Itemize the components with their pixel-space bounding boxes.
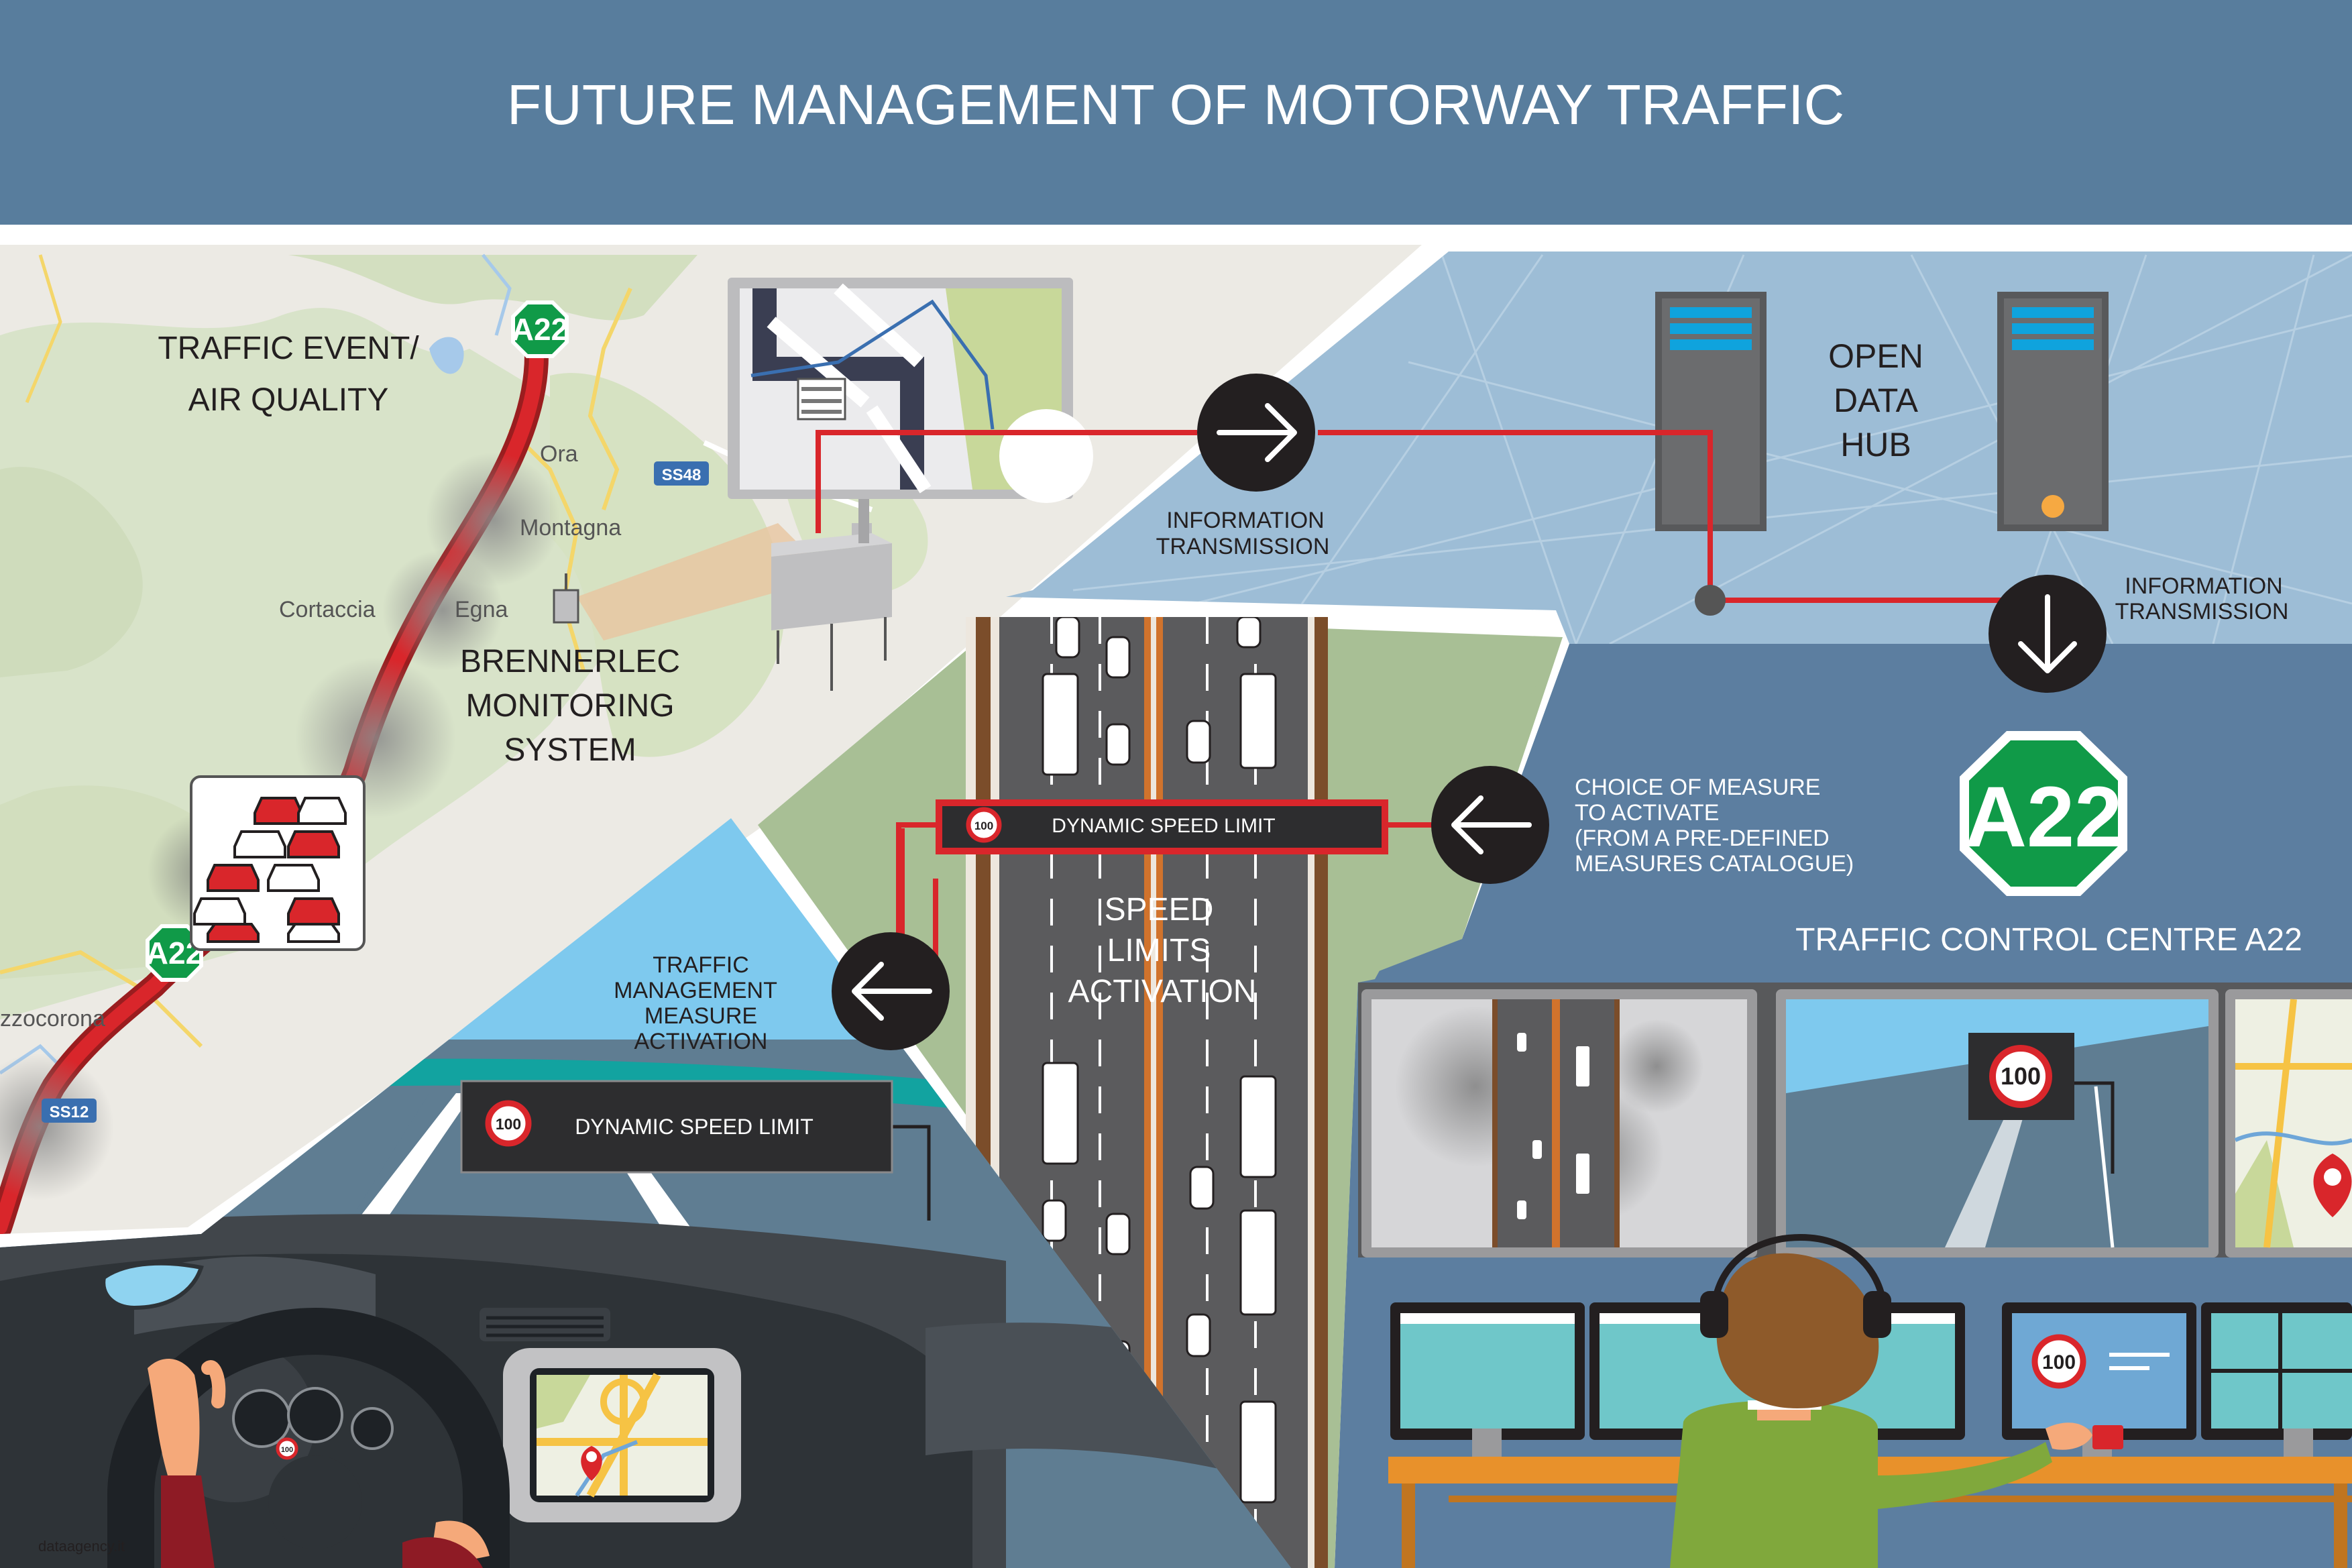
monitoring-station (553, 423, 892, 691)
info-transmission-1-line1: INFORMATION (1166, 508, 1324, 533)
traffic-measure-line3: MEASURE (645, 1003, 757, 1029)
motorway-badge-a22-map: A22 (146, 924, 203, 982)
choice-measure-line2: TO ACTIVATE (1575, 800, 1719, 826)
road-badge-ss12: SS12 (42, 1099, 97, 1123)
speed-limit-icon: 100 (966, 807, 1002, 843)
place-label: Egna (455, 597, 508, 622)
mini-map-screen (728, 278, 1093, 503)
info-transmission-2-line2: TRANSMISSION (2115, 599, 2289, 624)
traffic-jam-card (190, 775, 366, 951)
svg-text:SS12: SS12 (50, 1103, 89, 1121)
place-label: Cortaccia (279, 597, 376, 622)
info-transmission-1-line2: TRANSMISSION (1156, 534, 1330, 559)
credit: dataagency.it (38, 1538, 125, 1555)
place-label: Ora (540, 441, 578, 467)
traffic-measure-line1: TRAFFIC (653, 952, 749, 978)
hub-junction (1695, 585, 1726, 616)
map-pin-icon (2313, 1154, 2352, 1217)
arrow-left-icon (832, 932, 950, 1050)
svg-text:100: 100 (281, 1446, 293, 1454)
operator-desk: 100 (1388, 1233, 2352, 1568)
place-label: Montagna (520, 515, 621, 541)
map-title-line1: TRAFFIC EVENT/ (158, 331, 419, 366)
wall-screens: 100 (1358, 983, 2352, 1257)
speed-activation-line3: ACTIVATION (1068, 974, 1257, 1009)
hub-line3: HUB (1840, 426, 1911, 463)
hub-line2: DATA (1834, 382, 1919, 419)
svg-text:SS48: SS48 (662, 466, 702, 484)
speed-activation-line1: SPEED (1105, 892, 1214, 928)
svg-text:DYNAMIC SPEED LIMIT: DYNAMIC SPEED LIMIT (1052, 815, 1275, 837)
svg-text:100: 100 (2042, 1351, 2076, 1374)
svg-text:A22: A22 (1965, 769, 2123, 865)
map-title-line2: AIR QUALITY (188, 382, 389, 418)
speed-limit-icon (2031, 1334, 2086, 1389)
speed-limit-icon: 100 (485, 1100, 532, 1147)
server-icon (1997, 292, 2109, 531)
choice-measure-line3: (FROM A PRE-DEFINED (1575, 826, 1830, 851)
arrow-down-icon (1989, 575, 2107, 693)
monitoring-line3: SYSTEM (504, 732, 636, 768)
choice-measure-line1: CHOICE OF MEASURE (1575, 775, 1820, 800)
motorway-badge-a22-centre: A22 (1960, 731, 2127, 896)
speed-limit-icon: 100 (276, 1437, 298, 1460)
header-bar (0, 0, 2352, 225)
svg-text:100: 100 (496, 1115, 521, 1133)
monitoring-line1: BRENNERLEC (460, 644, 680, 679)
traffic-measure-line4: ACTIVATION (634, 1029, 768, 1054)
place-label: zzocorona (0, 1006, 105, 1031)
svg-text:100: 100 (974, 820, 993, 832)
traffic-measure-line2: MANAGEMENT (614, 978, 777, 1003)
speed-activation-line2: LIMITS (1107, 933, 1211, 968)
motorway-badge-a22-top: A22 (511, 300, 569, 358)
arrow-left-icon (1431, 766, 1549, 884)
page-title: FUTURE MANAGEMENT OF MOTORWAY TRAFFIC (507, 73, 1844, 136)
info-transmission-2-line1: INFORMATION (2125, 573, 2282, 599)
motorway-dynamic-sign: 100 DYNAMIC SPEED LIMIT (936, 799, 1388, 854)
headset-icon (1700, 1233, 1891, 1338)
svg-text:DYNAMIC SPEED LIMIT: DYNAMIC SPEED LIMIT (575, 1115, 814, 1139)
hub-line1: OPEN (1828, 337, 1923, 375)
svg-text:100: 100 (2001, 1062, 2041, 1090)
flow-connectors (896, 822, 1435, 962)
map-pin-icon (581, 1446, 602, 1481)
road-badge-ss48: SS48 (654, 461, 709, 486)
car-icon (193, 797, 347, 943)
control-centre-title: TRAFFIC CONTROL CENTRE A22 (1795, 922, 2302, 958)
driver-dynamic-sign: 100 DYNAMIC SPEED LIMIT (460, 1080, 931, 1221)
svg-text:A22: A22 (512, 312, 568, 347)
arrow-right-icon (1197, 374, 1315, 492)
choice-measure-line4: MEASURES CATALOGUE) (1575, 851, 1854, 877)
monitoring-line2: MONITORING (465, 688, 674, 724)
server-icon (1655, 292, 1767, 531)
speed-limit-icon (1989, 1045, 2052, 1108)
truck-icon (1042, 673, 1277, 1504)
